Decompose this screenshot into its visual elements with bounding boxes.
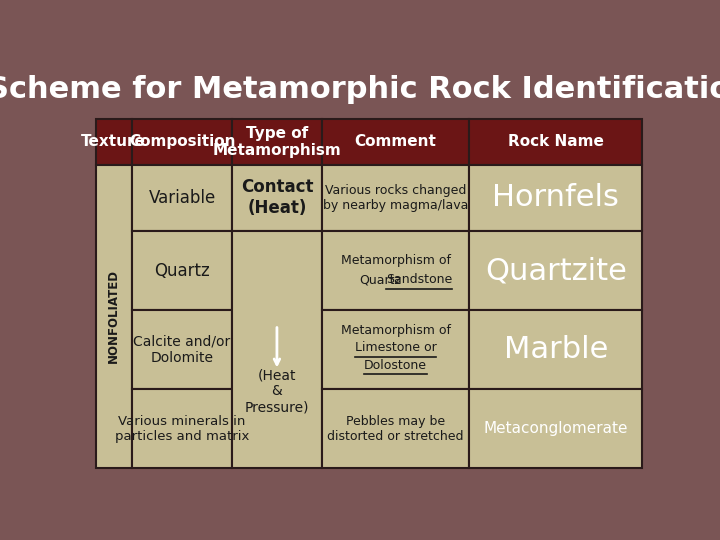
Bar	[322, 389, 469, 468]
Text: Metamorphism of: Metamorphism of	[341, 254, 451, 267]
Text: Pebbles may be
distorted or stretched: Pebbles may be distorted or stretched	[328, 415, 464, 443]
Bar	[469, 310, 642, 389]
Text: (Heat
&
Pressure): (Heat & Pressure)	[245, 368, 309, 414]
Text: Metaconglomerate: Metaconglomerate	[484, 421, 628, 436]
Bar	[469, 119, 642, 165]
Bar	[132, 389, 233, 468]
Text: Quartz: Quartz	[154, 261, 210, 280]
Text: Rock Name: Rock Name	[508, 134, 604, 149]
Text: Various minerals in
particles and matrix: Various minerals in particles and matrix	[115, 415, 249, 443]
Bar	[132, 119, 233, 165]
Bar	[322, 310, 469, 389]
Bar	[233, 165, 322, 231]
Bar	[322, 165, 469, 231]
Bar	[132, 231, 233, 310]
Bar	[132, 165, 233, 231]
Bar	[322, 231, 469, 310]
Text: Quartzite: Quartzite	[485, 256, 627, 285]
Text: Metamorphism of: Metamorphism of	[341, 323, 451, 336]
Text: Hornfels: Hornfels	[492, 184, 619, 212]
Bar	[233, 119, 322, 165]
Text: Contact
(Heat): Contact (Heat)	[240, 178, 313, 217]
Bar	[233, 231, 322, 468]
Bar	[132, 310, 233, 389]
Text: Comment: Comment	[354, 134, 436, 149]
Text: Type of
Metamorphism: Type of Metamorphism	[212, 125, 341, 158]
Text: Variable: Variable	[148, 189, 216, 207]
Text: Various rocks changed
by nearby magma/lava: Various rocks changed by nearby magma/la…	[323, 184, 468, 212]
Text: Limestone or: Limestone or	[355, 341, 436, 354]
Text: Texture: Texture	[81, 134, 146, 149]
Bar	[469, 231, 642, 310]
Bar	[322, 119, 469, 165]
Text: Calcite and/or
Dolomite: Calcite and/or Dolomite	[133, 334, 230, 364]
Bar	[469, 165, 642, 231]
Text: Marble: Marble	[504, 335, 608, 364]
Text: Quartz: Quartz	[359, 273, 401, 286]
Text: NONFOLIATED: NONFOLIATED	[107, 269, 120, 363]
Bar	[469, 389, 642, 468]
Bar	[96, 119, 132, 165]
Text: Regional: Regional	[247, 305, 307, 319]
Text: Composition: Composition	[129, 134, 235, 149]
Text: Sandstone: Sandstone	[386, 273, 452, 286]
Bar	[96, 165, 132, 468]
Text: Scheme for Metamorphic Rock Identification: Scheme for Metamorphic Rock Identificati…	[0, 75, 720, 104]
Text: Dolostone: Dolostone	[364, 359, 427, 372]
